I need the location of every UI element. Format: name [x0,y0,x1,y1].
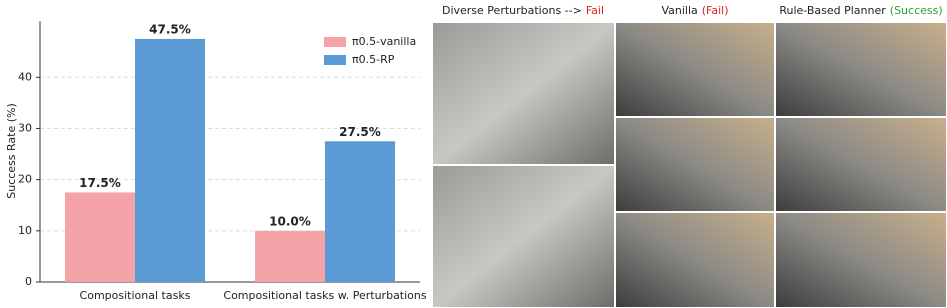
photo [431,164,616,308]
y-tick-label: 40 [18,70,32,83]
bar [135,38,205,282]
value-label: 27.5% [339,125,381,139]
photo [614,211,776,308]
legend-swatch [324,55,346,65]
photo [614,116,776,213]
photo [774,116,947,213]
bar [255,230,325,282]
photo [614,21,776,118]
bar [65,192,135,282]
panel-title: Diverse Perturbations --> Fail [442,4,604,17]
panel-title-text: Diverse Perturbations --> [442,4,582,17]
legend-label: π0.5-vanilla [352,35,416,48]
panel-status: Fail [586,4,604,17]
photo [774,21,947,118]
photo [431,21,616,166]
legend-swatch [324,37,346,47]
y-tick-label: 0 [25,275,32,288]
photo-grid [431,21,947,308]
panel-status: (Fail) [702,4,729,17]
panel-title-text: Rule-Based Planner [779,4,886,17]
y-tick-label: 30 [18,121,32,134]
value-label: 47.5% [149,22,191,36]
photo [774,211,947,308]
panel-status: (Success) [890,4,943,17]
bar [325,141,395,282]
x-tick-label: Compositional tasks w. Perturbations [223,289,426,302]
value-label: 10.0% [269,214,311,228]
value-label: 17.5% [79,176,121,190]
y-tick-label: 20 [18,173,32,186]
y-tick-label: 10 [18,224,32,237]
y-axis-label: Success Rate (%) [5,103,18,199]
legend-label: π0.5-RP [352,53,395,66]
x-tick-label: Compositional tasks [80,289,191,302]
panel-title-text: Vanilla [661,4,697,17]
panel-title: Vanilla (Fail) [661,4,728,17]
panel-title: Rule-Based Planner (Success) [779,4,942,17]
